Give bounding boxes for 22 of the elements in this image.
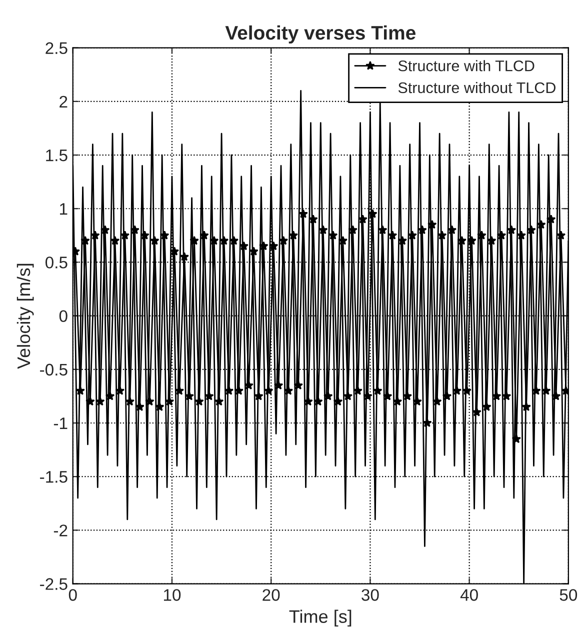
y-tick-label: -2.5 (40, 578, 68, 590)
y-tick-label: -2 (54, 524, 68, 536)
y-tick-label: 0 (59, 310, 68, 322)
legend-label: Structure without TLCD (398, 82, 556, 94)
y-tick-label: 1 (60, 203, 68, 215)
y-tick-label: -0.5 (40, 364, 68, 376)
y-tick-label: 0.5 (46, 256, 68, 268)
y-tick-label: 2.5 (46, 42, 68, 54)
x-tick-label: 40 (460, 589, 478, 601)
chart-title: Velocity verses Time (225, 25, 416, 44)
y-tick-label: 2 (60, 96, 68, 108)
x-tick-label: 50 (560, 589, 578, 601)
y-tick-label: -1 (54, 418, 68, 430)
y-tick-label: 1.5 (46, 150, 68, 162)
x-tick-label: 0 (68, 589, 77, 601)
legend-label: Structure with TLCD (398, 60, 534, 72)
x-axis-title: Time [s] (289, 610, 352, 627)
y-axis-title: Velocity [m/s] (16, 264, 34, 369)
x-tick-label: 30 (362, 589, 379, 601)
y-tick-label: -1.5 (40, 471, 68, 483)
x-tick-label: 20 (262, 589, 280, 601)
x-tick-label: 10 (164, 589, 181, 601)
